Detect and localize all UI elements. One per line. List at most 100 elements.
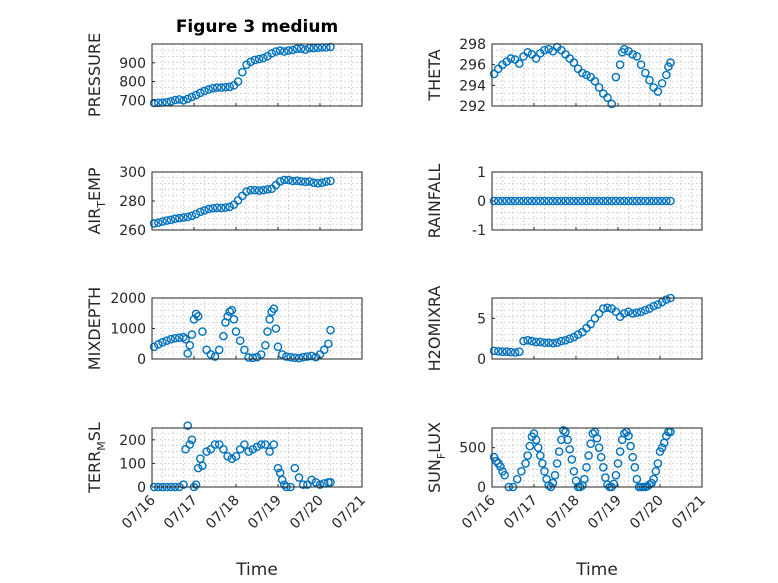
data-point <box>666 58 675 67</box>
data-point <box>298 352 308 362</box>
data-point <box>240 440 249 449</box>
data-point <box>309 178 319 188</box>
data-point <box>506 54 516 63</box>
data-point <box>567 455 577 464</box>
data-point <box>179 96 188 105</box>
data-point <box>275 177 285 186</box>
data-point <box>162 336 171 346</box>
data-point <box>326 176 335 186</box>
data-point <box>242 187 251 196</box>
data-point <box>174 95 184 104</box>
data-point <box>193 311 203 321</box>
data-point <box>166 215 176 225</box>
data-point <box>523 47 533 57</box>
data-point <box>611 196 621 206</box>
data-point <box>305 177 314 186</box>
data-point <box>491 456 501 466</box>
data-point <box>170 333 180 343</box>
data-point <box>498 196 507 206</box>
data-point <box>641 68 650 78</box>
data-point <box>620 196 629 206</box>
data-point <box>496 462 505 471</box>
data-point <box>582 70 591 80</box>
data-point <box>615 196 625 206</box>
data-point <box>158 337 167 347</box>
data-point <box>183 349 192 358</box>
data-point <box>624 431 633 441</box>
data-point <box>206 350 216 359</box>
data-point <box>510 196 520 206</box>
data-point <box>662 70 671 80</box>
subplot-3: 260 280 300 AIRTEMP <box>85 165 363 239</box>
data-point <box>277 475 287 485</box>
y-axis-label: AIRTEMP <box>85 167 108 234</box>
data-point <box>288 176 298 186</box>
data-point <box>653 459 663 468</box>
data-point <box>153 218 163 228</box>
x-tick-label: 07/20 <box>627 493 667 533</box>
data-point <box>221 203 230 212</box>
data-point <box>324 339 333 349</box>
data-point <box>307 351 316 361</box>
data-point <box>557 435 566 445</box>
data-point <box>515 196 524 206</box>
data-point <box>603 480 612 489</box>
data-point <box>174 213 184 223</box>
data-point <box>599 196 608 206</box>
data-point <box>282 352 291 361</box>
data-point <box>569 332 579 342</box>
data-point <box>544 338 554 348</box>
data-point <box>198 461 207 471</box>
data-point <box>573 330 583 339</box>
data-point <box>225 307 234 317</box>
data-point <box>195 207 205 217</box>
data-point <box>531 54 541 63</box>
data-point <box>166 334 176 344</box>
data-point <box>321 177 331 186</box>
data-point <box>326 325 335 335</box>
data-point <box>552 459 562 468</box>
data-point <box>179 213 188 222</box>
data-point <box>489 69 499 79</box>
data-point <box>195 88 205 98</box>
data-point <box>286 352 295 362</box>
data-point <box>523 196 533 206</box>
y-tick-label: 1 <box>477 165 486 181</box>
data-point <box>317 178 327 188</box>
data-point <box>586 196 596 206</box>
data-point <box>563 435 572 445</box>
data-point <box>254 54 264 64</box>
data-point <box>613 459 623 468</box>
data-point <box>305 43 314 53</box>
data-point <box>632 308 642 317</box>
y-tick-label: 1000 <box>110 322 146 338</box>
data-point <box>231 327 241 336</box>
data-point <box>204 85 213 94</box>
data-point <box>191 480 201 489</box>
data-point <box>538 459 547 468</box>
data-point <box>500 470 509 480</box>
y-tick-label: 900 <box>119 56 146 72</box>
data-point <box>223 452 232 461</box>
data-point <box>263 327 272 336</box>
data-point <box>193 463 203 473</box>
data-point <box>641 196 650 206</box>
data-point <box>580 474 589 484</box>
data-point <box>294 473 304 482</box>
data-point <box>632 474 642 484</box>
data-point <box>531 196 541 206</box>
data-point <box>183 421 192 430</box>
data-point <box>185 440 195 449</box>
data-point <box>288 45 298 55</box>
y-tick-label: 0 <box>477 480 486 496</box>
data-point <box>540 45 549 55</box>
data-point <box>590 314 600 323</box>
x-tick-label: 07/21 <box>669 493 709 533</box>
data-point <box>185 340 195 350</box>
data-point <box>544 44 554 54</box>
y-tick-label: 294 <box>459 78 486 94</box>
data-point <box>149 98 159 108</box>
x-tick-label: 07/18 <box>203 493 243 533</box>
data-point <box>212 203 222 213</box>
data-point <box>645 196 654 206</box>
